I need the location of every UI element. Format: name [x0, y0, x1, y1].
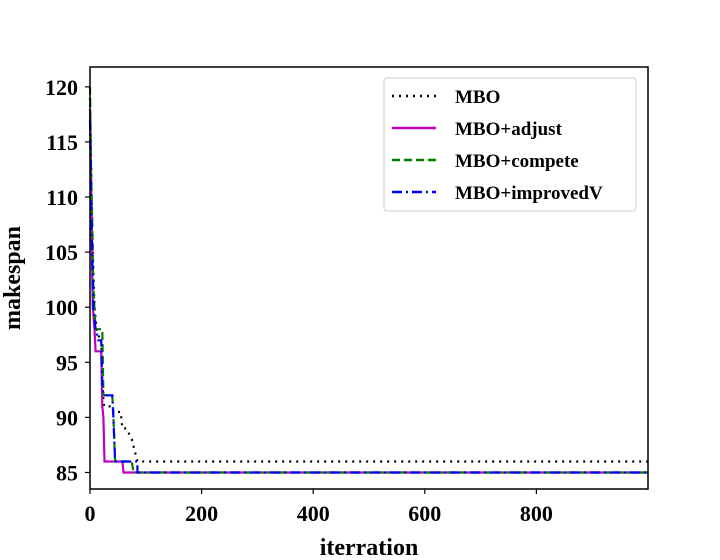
y-tick-label: 85 — [56, 460, 78, 485]
legend-box — [383, 77, 637, 212]
x-tick-label: 200 — [185, 501, 218, 526]
legend-label: MBO+adjust — [455, 119, 563, 140]
x-axis-ticks: 0 200 400 600 800 — [85, 489, 553, 526]
x-tick-label: 0 — [85, 501, 96, 526]
legend: MBO MBO+adjust MBO+compete MBO+improvedV — [383, 77, 637, 212]
y-tick-label: 95 — [56, 350, 78, 375]
y-tick-label: 115 — [46, 130, 78, 155]
plot-frame — [89, 66, 649, 490]
series-line-3 — [88, 86, 648, 474]
legend-label: MBO+compete — [455, 151, 579, 172]
legend-label: MBO — [455, 87, 500, 108]
series-line-1 — [88, 97, 648, 463]
x-tick-label: 400 — [297, 501, 330, 526]
plot-lines — [88, 86, 648, 474]
y-axis-label: makespan — [0, 226, 26, 330]
y-tick-label: 100 — [45, 295, 78, 320]
legend-label: MBO+improvedV — [455, 183, 603, 204]
series-line-4 — [88, 119, 648, 474]
y-tick-label: 120 — [45, 75, 78, 100]
x-axis-label: iterration — [320, 535, 419, 560]
y-axis-ticks: 85 90 95 100 105 110 115 120 — [45, 75, 90, 485]
x-tick-label: 600 — [408, 501, 441, 526]
y-tick-label: 90 — [56, 405, 78, 430]
x-tick-label: 800 — [520, 501, 553, 526]
y-tick-label: 110 — [46, 185, 78, 210]
y-tick-label: 105 — [45, 240, 78, 265]
